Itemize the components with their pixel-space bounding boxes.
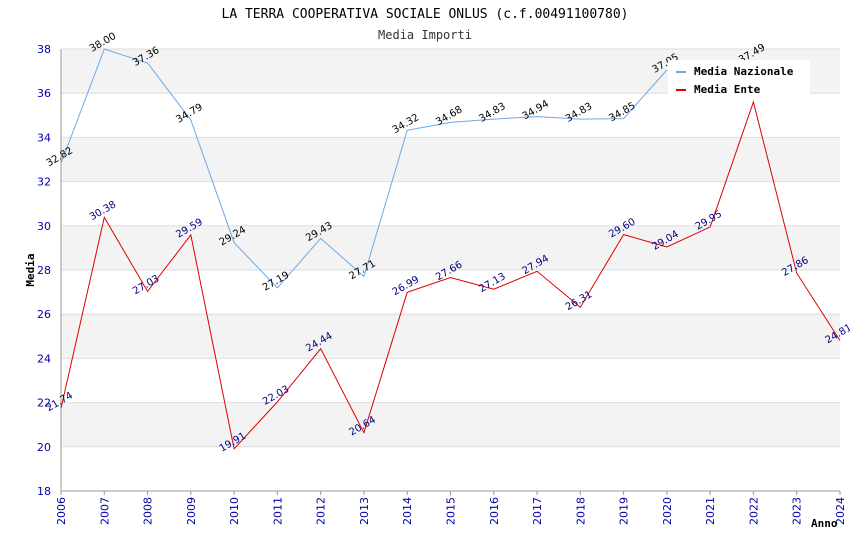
x-tick-labels: 2006 2007 2008 2009 2010 2011 2012 2013 2014 2015… [55,497,847,525]
x-tick-label: 2013 [358,497,371,525]
grid-band [61,93,840,138]
y-tick-label: 28 [37,264,51,277]
y-tick-label: 24 [37,352,51,365]
y-tick-label: 30 [37,220,51,233]
x-tick-label: 2012 [315,497,328,525]
x-tick-label: 2011 [271,497,284,525]
grid-band [61,181,840,226]
grid-band [61,358,840,403]
grid-band [61,137,840,182]
grid-bands [61,49,840,491]
legend: Media Nazionale Media Ente [668,60,810,98]
series-line-nazionale [60,48,668,289]
series-lines [60,48,841,450]
y-tick-label: 34 [37,131,51,144]
y-tick-label: 38 [37,43,51,56]
y-tick-label: 32 [37,176,51,189]
grid-band [61,446,840,491]
y-tick-label: 22 [37,397,51,410]
y-tick-label: 18 [37,485,51,498]
chart-title: LA TERRA COOPERATIVA SOCIALE ONLUS (c.f.… [222,7,629,22]
x-tick-label: 2009 [185,497,198,525]
x-tick-label: 2019 [618,497,631,525]
y-tick-label: 26 [37,308,51,321]
x-tick-label: 2022 [747,497,760,525]
x-tick-label: 2017 [531,497,544,525]
x-tick-label: 2006 [55,497,68,525]
y-axis-label: Media [24,253,37,286]
legend-label-ente: Media Ente [694,83,761,96]
x-tick-label: 2015 [445,497,458,525]
grid-band [61,225,840,270]
x-tick-label: 2024 [834,497,847,525]
axes [60,49,841,495]
y-tick-label: 36 [37,87,51,100]
x-axis-label: Anno [811,517,838,530]
x-tick-label: 2007 [98,497,111,525]
y-tick-label: 20 [37,441,51,454]
x-tick-label: 2020 [661,497,674,525]
chart-subtitle: Media Importi [378,28,472,42]
grid-band [61,402,840,447]
y-tick-labels: 18 20 22 24 26 28 30 32 34 36 38 [37,43,51,498]
x-tick-label: 2010 [228,497,241,525]
legend-box [668,60,810,98]
x-tick-label: 2018 [574,497,587,525]
x-tick-label: 2023 [791,497,804,525]
legend-label-nazionale: Media Nazionale [694,65,794,78]
x-tick-label: 2016 [488,497,501,525]
x-tick-label: 2021 [704,497,717,525]
grid-band [61,314,840,359]
x-tick-label: 2014 [401,497,414,525]
series-line-ente [60,100,841,450]
x-tick-label: 2008 [142,497,155,525]
